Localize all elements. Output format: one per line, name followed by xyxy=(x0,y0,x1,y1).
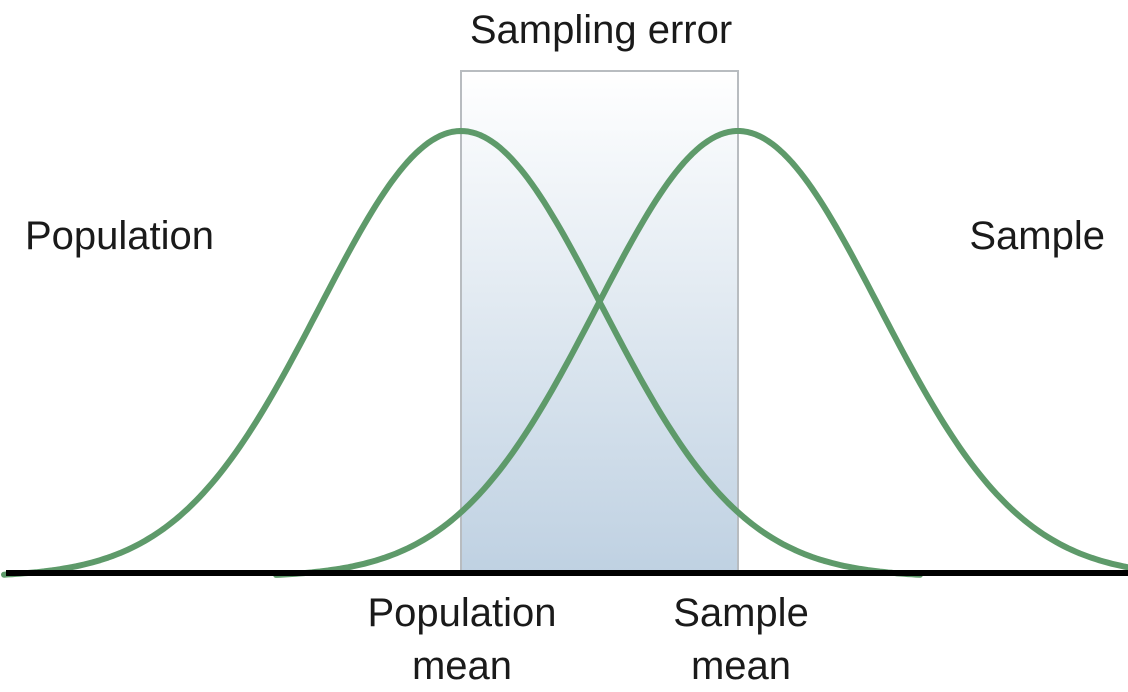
population-label: Population xyxy=(25,214,214,258)
sample-mean-label-line2: mean xyxy=(691,644,791,688)
population-mean-label-line1: Population xyxy=(367,591,556,635)
sample-mean-label-line1: Sample xyxy=(673,591,809,635)
population-mean-label-line2: mean xyxy=(412,644,512,688)
sample-curve xyxy=(273,128,1128,578)
population-curve xyxy=(1,128,923,578)
sampling-error-label: Sampling error xyxy=(470,8,732,52)
sample-label: Sample xyxy=(969,214,1105,258)
